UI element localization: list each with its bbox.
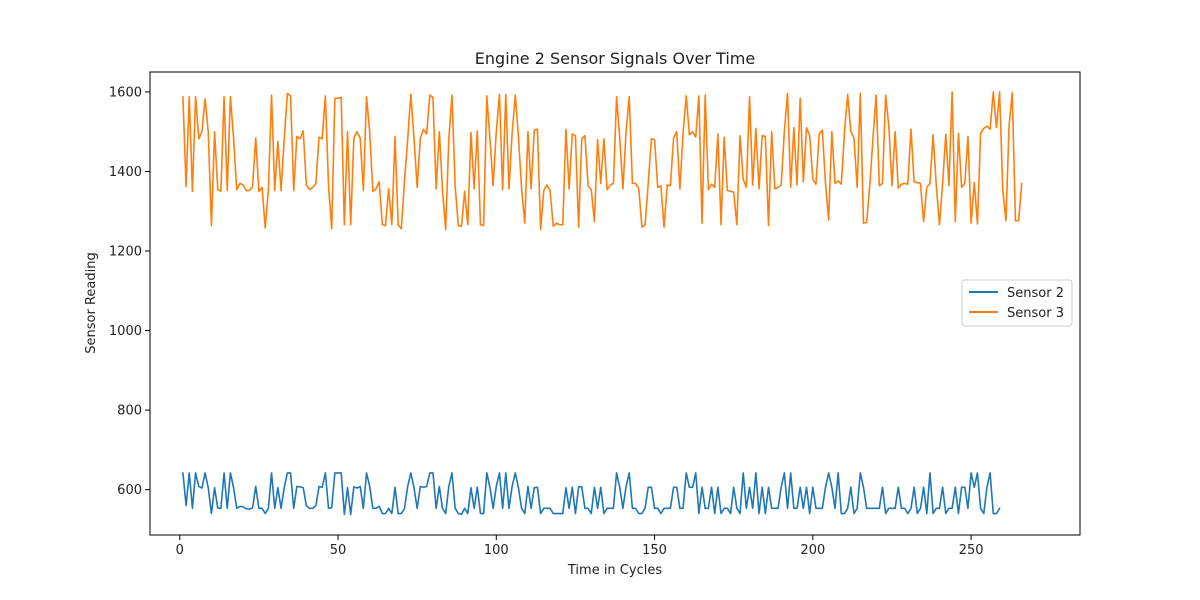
series-line-sensor-2 (182, 472, 1001, 516)
legend: Sensor 2 Sensor 3 (961, 279, 1073, 327)
y-tick-label: 1200 (109, 244, 142, 259)
y-axis: 600 800 1000 1200 1400 1600 (109, 85, 150, 498)
series-layer (182, 91, 1023, 516)
chart-title: Engine 2 Sensor Signals Over Time (475, 49, 755, 68)
x-tick-label: 200 (800, 543, 825, 558)
y-tick-label: 1400 (109, 165, 142, 180)
series-line-sensor-3 (182, 91, 1023, 231)
plot-frame (149, 71, 1081, 536)
x-tick-label: 100 (484, 543, 509, 558)
x-axis: 0 50 100 150 200 250 (176, 535, 984, 558)
y-tick-label: 600 (117, 483, 142, 498)
x-tick-label: 150 (642, 543, 667, 558)
y-axis-label: Sensor Reading (84, 252, 99, 353)
x-axis-label: Time in Cycles (567, 563, 662, 578)
legend-label-sensor-3: Sensor 3 (1007, 306, 1064, 321)
plot-area (149, 71, 1081, 536)
y-tick-label: 1600 (109, 85, 142, 100)
x-tick-label: 0 (176, 543, 184, 558)
x-tick-label: 250 (959, 543, 984, 558)
y-tick-label: 1000 (109, 324, 142, 339)
x-tick-label: 50 (330, 543, 347, 558)
y-tick-label: 800 (117, 404, 142, 419)
legend-label-sensor-2: Sensor 2 (1007, 286, 1064, 301)
